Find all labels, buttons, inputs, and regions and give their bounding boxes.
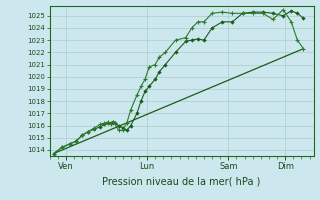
X-axis label: Pression niveau de la mer( hPa ): Pression niveau de la mer( hPa ) xyxy=(102,176,261,186)
